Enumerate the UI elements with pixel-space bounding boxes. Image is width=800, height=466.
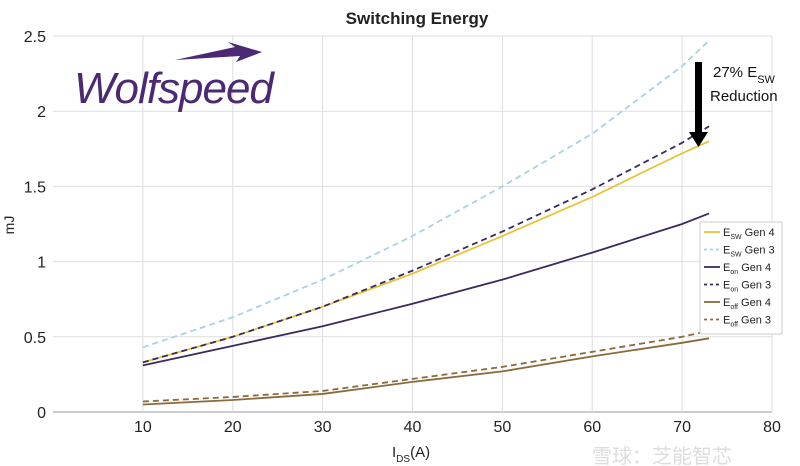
wolfspeed-logo: Wolfspeed: [74, 42, 276, 113]
x-tick-label: 80: [763, 419, 781, 436]
y-tick-label: 1.5: [24, 179, 46, 196]
logo-text: Wolfspeed: [74, 64, 275, 113]
annotation-line1: 27% ESW: [713, 64, 776, 86]
series-line-e-sw-gen-4: [142, 140, 710, 364]
x-tick-label: 10: [134, 419, 152, 436]
legend-entry: Eoff Gen 3: [723, 315, 771, 329]
watermark: 雪球：芝能智芯: [592, 445, 732, 466]
x-tick-label: 70: [673, 419, 691, 436]
x-tick-label: 60: [583, 419, 601, 436]
x-tick-label: 50: [493, 419, 511, 436]
y-tick-label: 1: [37, 255, 46, 272]
chart-title: Switching Energy: [346, 9, 489, 28]
legend-entry: Eoff Gen 4: [723, 297, 771, 311]
legend-entry: ESW Gen 4: [723, 227, 775, 241]
legend-entry: ESW Gen 3: [723, 245, 775, 259]
series-line-e-off-gen-3: [142, 329, 710, 403]
x-axis-label: IDS(A): [392, 444, 430, 465]
y-axis-label: mJ: [1, 216, 17, 235]
y-tick-label: 2.5: [24, 29, 46, 46]
legend-entry: Eon Gen 3: [723, 280, 771, 294]
arrow-shaft: [695, 62, 702, 134]
down-arrow-icon: [689, 132, 708, 147]
series-line-e-sw-gen-3: [142, 39, 710, 349]
x-tick-label: 20: [224, 419, 242, 436]
x-tick-label: 30: [314, 419, 332, 436]
x-tick-label: 40: [404, 419, 422, 436]
legend-entry: Eon Gen 4: [723, 262, 771, 276]
y-tick-label: 0.5: [24, 330, 46, 347]
legend: ESW Gen 4 ESW Gen 3 Eon Gen 4 Eon Gen 3 Eoff…: [699, 221, 783, 335]
y-tick-label: 2: [37, 104, 46, 121]
series-line-e-on-gen-4: [142, 212, 710, 367]
y-tick-label: 0: [37, 405, 46, 422]
annotation-line2: Reduction: [710, 88, 778, 105]
reduction-annotation: 27% ESW Reduction: [689, 62, 778, 147]
series-line-e-on-gen-3: [142, 125, 710, 364]
series-line-e-off-gen-4: [142, 337, 710, 406]
